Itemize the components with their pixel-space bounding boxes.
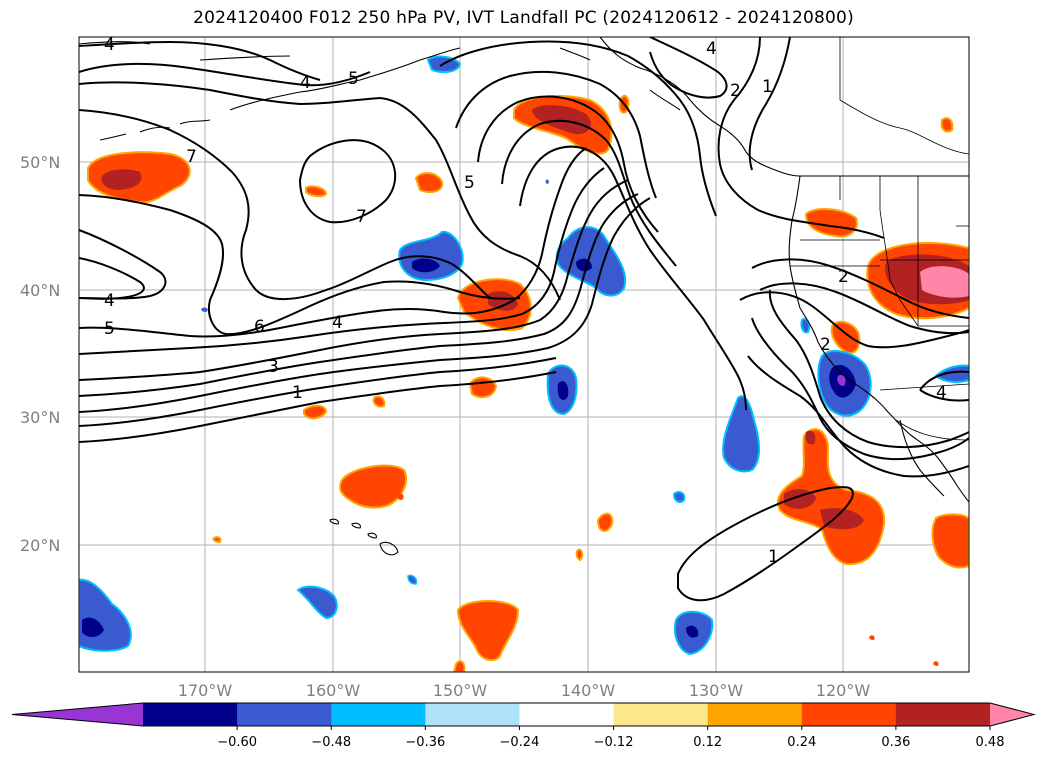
colorbar-segment (613, 703, 709, 726)
negative-anomaly-socal (817, 350, 872, 417)
lat-label: 40°N (20, 281, 60, 300)
negative-anomaly-14n-131w (674, 610, 714, 656)
colorbar-extend-max (990, 703, 1034, 726)
svg-text:6: 6 (254, 317, 265, 337)
svg-text:1: 1 (768, 547, 779, 567)
svg-text:1: 1 (762, 77, 773, 97)
svg-text:2: 2 (820, 335, 831, 355)
lon-label: 170°W (178, 681, 233, 700)
colorbar-segment (237, 703, 332, 726)
lon-label: 150°W (433, 681, 488, 700)
lon-label: 130°W (689, 681, 744, 700)
svg-text:2: 2 (838, 267, 849, 287)
svg-text:5: 5 (348, 69, 359, 89)
svg-text:4: 4 (300, 73, 311, 93)
colorbar-segment (425, 703, 520, 726)
colorbar-segment (143, 703, 238, 726)
lat-label: 30°N (20, 408, 60, 427)
colorbar-segment (707, 703, 803, 726)
colorbar: −0.60 −0.48 −0.36 −0.24 −0.12 0.12 0.24 0.36 0.4… (11, 702, 1036, 750)
colorbar-segment (331, 703, 426, 726)
colorbar-tick-label: −0.36 (405, 735, 445, 750)
coastlines (79, 37, 969, 556)
svg-text:5: 5 (104, 319, 115, 339)
map-title: 2024120400 F012 250 hPa PV, IVT Landfall… (193, 8, 854, 28)
map-panel (79, 37, 969, 672)
colorbar-extend-min (12, 703, 143, 726)
lon-label: 120°W (816, 681, 871, 700)
contour-labels: 4 4 4 5 7 7 5 6 4 3 1 4 5 2 1 2 2 4 1 (104, 35, 947, 567)
map-frame (78, 36, 970, 673)
negative-anomaly-15n-175w (79, 578, 132, 652)
positive-anomaly-west-48n (87, 151, 191, 204)
negative-anomaly-44n-155w (398, 230, 464, 282)
longitude-labels: 170°W 160°W 150°W 140°W 130°W 120°W (178, 681, 871, 700)
svg-text:7: 7 (186, 147, 197, 167)
svg-text:7: 7 (356, 207, 367, 227)
graticule (79, 37, 969, 672)
map-content: 4 4 4 5 7 7 5 6 4 3 1 4 5 2 1 2 2 4 1 (79, 35, 969, 672)
colorbar-tick-label: 0.12 (693, 735, 722, 750)
lat-label: 20°N (20, 536, 60, 555)
svg-text:4: 4 (706, 39, 717, 59)
colorbar-segment (519, 703, 615, 726)
lat-label: 50°N (20, 153, 60, 172)
colorbar-segment (801, 703, 897, 726)
political-borders (790, 37, 969, 441)
svg-text:1: 1 (292, 383, 303, 403)
latitude-labels: 50°N 40°N 30°N 20°N (20, 153, 60, 555)
colorbar-tick-label: 0.36 (881, 735, 910, 750)
colorbar-tick-label: −0.24 (500, 735, 540, 750)
svg-text:4: 4 (104, 35, 115, 55)
pv-contours (79, 37, 969, 602)
colorbar-tick-label: −0.60 (217, 735, 257, 750)
svg-text:5: 5 (464, 173, 475, 193)
negative-anomaly-32n-141w (546, 364, 578, 416)
svg-text:3: 3 (268, 357, 279, 377)
svg-text:2: 2 (730, 81, 741, 101)
colorbar-outline (11, 702, 1036, 727)
colorbar-tick-label: −0.48 (311, 735, 351, 750)
colorbar-tick-label: −0.12 (594, 735, 634, 750)
colorbar-segment (895, 703, 991, 726)
lon-label: 140°W (561, 681, 616, 700)
colorbar-tick-label: 0.24 (787, 735, 816, 750)
lon-label: 160°W (306, 681, 361, 700)
svg-text:4: 4 (104, 291, 115, 311)
svg-text:4: 4 (332, 313, 343, 333)
colorbar-tick-label: 0.48 (976, 735, 1005, 750)
svg-text:4: 4 (936, 383, 947, 403)
